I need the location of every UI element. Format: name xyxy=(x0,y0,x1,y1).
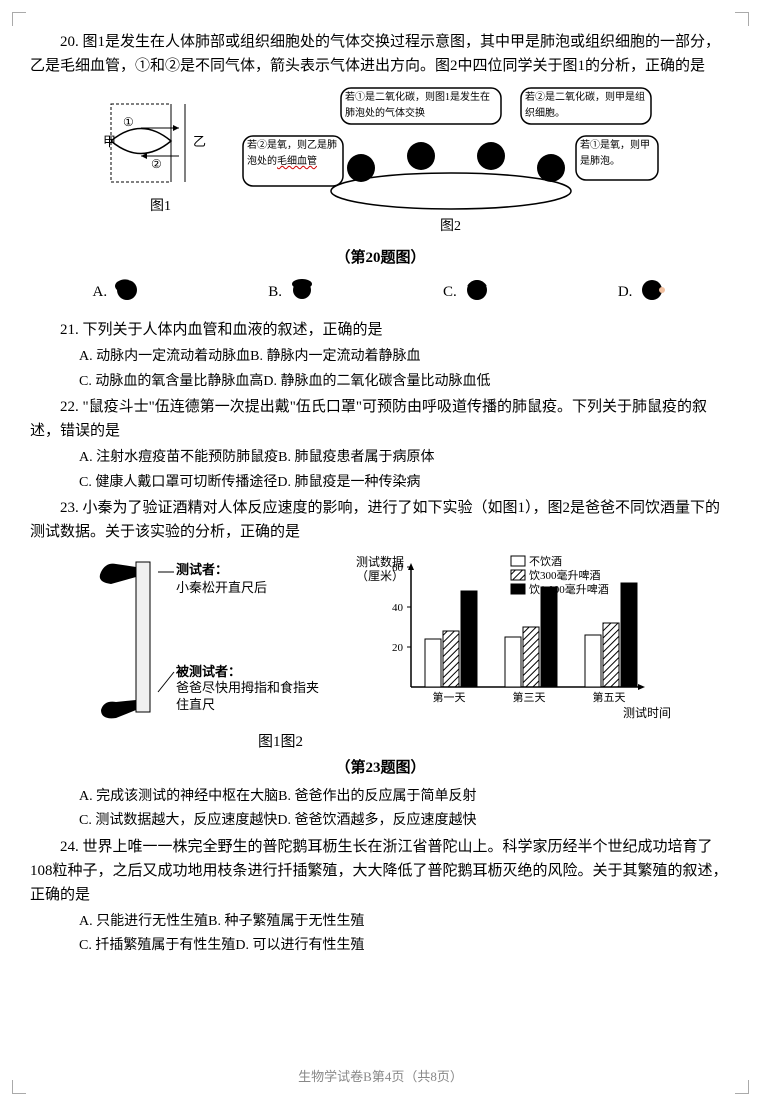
svg-text:测试者：: 测试者： xyxy=(176,562,228,577)
svg-text:饮300毫升啤酒: 饮300毫升啤酒 xyxy=(529,568,601,582)
q23-fig1-svg: 测试者： 小秦松开直尺后 被测试者： 爸爸尽快用拇指和食指夹住直尺 xyxy=(86,552,336,722)
svg-text:不饮酒: 不饮酒 xyxy=(529,555,562,568)
svg-text:甲: 甲 xyxy=(103,134,116,149)
q24-cd: C. 扦插繁殖属于有性生殖D. 可以进行有性生殖 xyxy=(79,935,731,957)
svg-text:第五天: 第五天 xyxy=(592,690,625,704)
svg-text:①: ① xyxy=(123,115,134,129)
q24-text: 24. 世界上唯一一株完全野生的普陀鹅耳枥生长在浙江省普陀山上。科学家历经半个世… xyxy=(30,835,731,907)
svg-text:60: 60 xyxy=(392,562,404,574)
q20-caption: （第20题图） xyxy=(30,246,731,270)
q20-opt-a: A. xyxy=(93,276,144,308)
head-icon xyxy=(636,276,668,308)
q20-fig2-label: 图2 xyxy=(440,216,461,238)
q22-text: 22. "鼠疫斗士"伍连德第一次提出戴"伍氏口罩"可预防由呼吸道传播的肺鼠疫。下… xyxy=(30,395,731,443)
svg-text:40: 40 xyxy=(392,602,404,614)
svg-text:乙: 乙 xyxy=(193,134,206,149)
q20-opt-c: C. xyxy=(443,276,493,308)
q23-fig-labels: 图1图2 xyxy=(0,730,731,754)
q20-opt-d: D. xyxy=(618,276,669,308)
corner-tl xyxy=(12,12,26,26)
corner-tr xyxy=(735,12,749,26)
q20-fig1-svg: 甲 乙 ① ② xyxy=(101,86,221,196)
q23-chart-svg: 测试数据（厘米）不饮酒饮300毫升啤酒饮1 000毫升啤酒204060第一天第三… xyxy=(356,552,676,722)
q22-ab: A. 注射水痘疫苗不能预防肺鼠疫B. 肺鼠疫患者属于病原体 xyxy=(79,447,731,469)
q21-ab: A. 动脉内一定流动着动脉血B. 静脉内一定流动着静脉血 xyxy=(79,346,731,368)
svg-text:被测试者：: 被测试者： xyxy=(175,664,241,679)
q20-fig1-label: 图1 xyxy=(150,196,171,218)
q24-ab: A. 只能进行无性生殖B. 种子繁殖属于无性生殖 xyxy=(79,911,731,933)
q20-answers: A. B. C. D. xyxy=(30,276,731,308)
q23-cd: C. 测试数据越大，反应速度越快D. 爸爸饮酒越多，反应速度越快 xyxy=(79,810,731,832)
q20-opt-b: B. xyxy=(268,276,318,308)
q20-figure-row: 甲 乙 ① ② 图1 若①是二氧化碳，则图1是发生在肺泡处的气体交换 若②是二氧… xyxy=(30,86,731,238)
q23-fig2-chart: 测试数据（厘米）不饮酒饮300毫升啤酒饮1 000毫升啤酒204060第一天第三… xyxy=(356,552,676,722)
q20-fig1: 甲 乙 ① ② 图1 xyxy=(101,86,221,238)
head-icon xyxy=(111,276,143,308)
svg-text:小秦松开直尺后: 小秦松开直尺后 xyxy=(176,580,267,595)
q22-cd: C. 健康人戴口罩可切断传播途径D. 肺鼠疫是一种传染病 xyxy=(79,472,731,494)
q23-text: 23. 小秦为了验证酒精对人体反应速度的影响，进行了如下实验（如图1），图2是爸… xyxy=(30,496,731,544)
q20-fig2-svg: 若①是二氧化碳，则图1是发生在肺泡处的气体交换 若②是二氧化碳，则甲是组织细胞。… xyxy=(241,86,661,216)
q21-cd: C. 动脉血的氧含量比静脉血高D. 静脉血的二氧化碳含量比动脉血低 xyxy=(79,371,731,393)
svg-text:②: ② xyxy=(151,157,162,171)
q20-text: 20. 图1是发生在人体肺部或组织细胞处的气体交换过程示意图，其中甲是肺泡或组织… xyxy=(30,30,731,78)
q21-text: 21. 下列关于人体内血管和血液的叙述，正确的是 xyxy=(30,318,731,342)
svg-text:测试时间: 测试时间 xyxy=(623,705,671,720)
q20-fig2: 若①是二氧化碳，则图1是发生在肺泡处的气体交换 若②是二氧化碳，则甲是组织细胞。… xyxy=(241,86,661,238)
q23-figure-row: 测试者： 小秦松开直尺后 被测试者： 爸爸尽快用拇指和食指夹住直尺 测试数据（厘… xyxy=(30,552,731,722)
page-footer: 生物学试卷B第4页（共8页） xyxy=(0,1067,761,1088)
svg-text:20: 20 xyxy=(392,642,404,654)
q23-fig1: 测试者： 小秦松开直尺后 被测试者： 爸爸尽快用拇指和食指夹住直尺 xyxy=(86,552,336,722)
head-icon xyxy=(286,276,318,308)
head-icon xyxy=(461,276,493,308)
q23-caption: （第23题图） xyxy=(30,756,731,780)
svg-text:第一天: 第一天 xyxy=(432,690,465,704)
q23-ab: A. 完成该测试的神经中枢在大脑B. 爸爸作出的反应属于简单反射 xyxy=(79,786,731,808)
svg-text:第三天: 第三天 xyxy=(512,690,545,704)
